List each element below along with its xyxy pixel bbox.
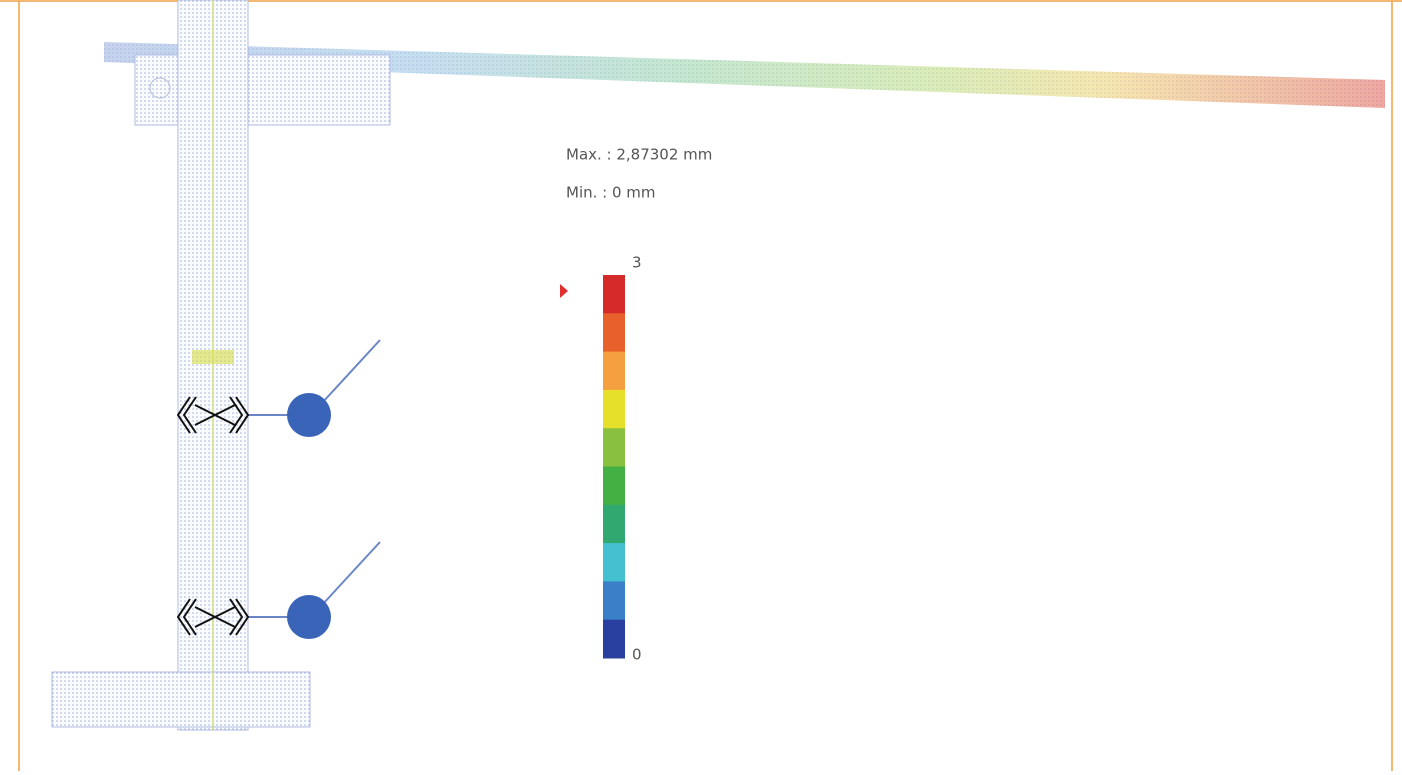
- legend-band: [603, 313, 625, 352]
- max-marker: [560, 284, 568, 298]
- legend-band: [603, 620, 625, 659]
- max-label: Max. : 2,87302 mm: [566, 146, 712, 164]
- model: [52, 0, 1385, 730]
- legend: [603, 275, 625, 659]
- legend-bottom-label: 0: [632, 646, 642, 664]
- legend-band: [603, 505, 625, 544]
- legend-band: [603, 275, 625, 314]
- legend-band: [603, 390, 625, 429]
- viewport: Max. : 2,87302 mm Min. : 0 mm 3 0: [0, 0, 1402, 771]
- legend-band: [603, 352, 625, 391]
- legend-band: [603, 543, 625, 582]
- legend-band: [603, 428, 625, 467]
- legend-band: [603, 581, 625, 620]
- min-label: Min. : 0 mm: [566, 184, 656, 202]
- legend-top-label: 3: [632, 254, 642, 272]
- page: Max. : 2,87302 mm Min. : 0 mm 3 0 (() =>…: [0, 0, 1402, 771]
- legend-band: [603, 467, 625, 506]
